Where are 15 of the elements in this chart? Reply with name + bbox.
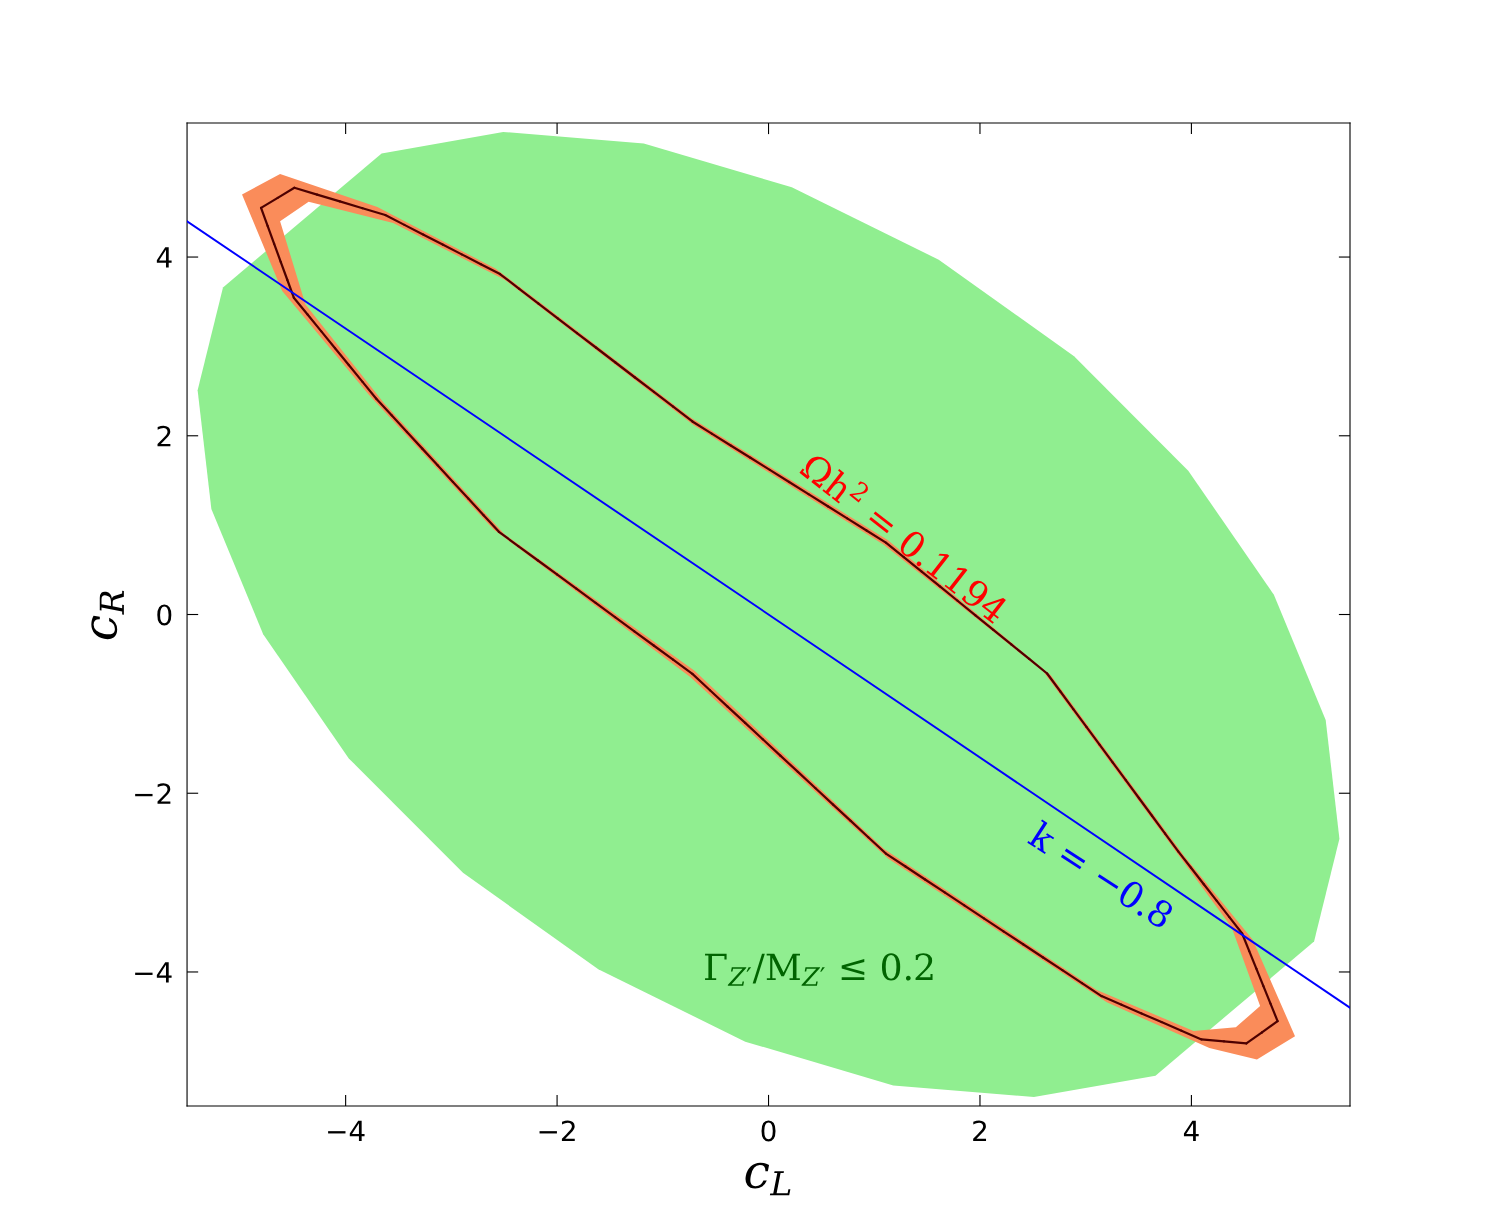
y-tick-label: −2 xyxy=(135,783,171,804)
x-tick-label: 2 xyxy=(973,1120,987,1142)
annotation: Γ$_{Z′}$/M$_{Z′}$ ≤ 0.2 xyxy=(705,953,933,986)
x-tick-label: −2 xyxy=(539,1120,575,1142)
y-axis-title: c$_{R}$ xyxy=(91,590,124,640)
x-axis-title: c$_{L}$ xyxy=(745,1162,791,1196)
y-tick-label: 0 xyxy=(157,604,172,626)
annotation: k = −0.8 xyxy=(1026,819,1176,930)
x-tick-label: 4 xyxy=(1183,1120,1199,1142)
y-tick-label: −4 xyxy=(135,962,172,983)
x-tick-label: 0 xyxy=(761,1120,776,1142)
y-tick-label: 2 xyxy=(157,425,171,447)
annotation: Ωh$^{2}$ = 0.1194 xyxy=(799,447,1013,625)
y-tick-label: 4 xyxy=(156,247,172,268)
x-tick-label: −4 xyxy=(328,1120,365,1142)
